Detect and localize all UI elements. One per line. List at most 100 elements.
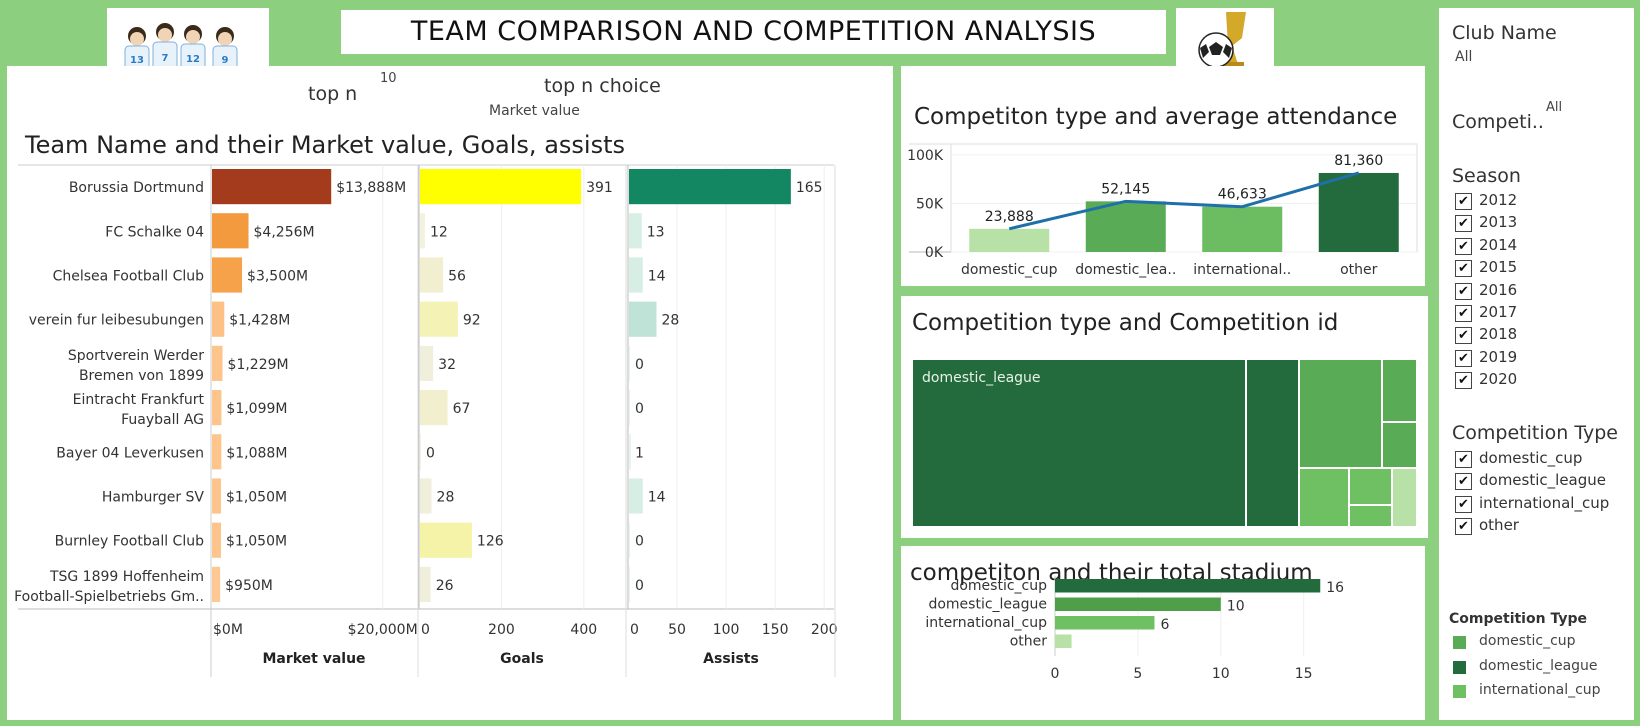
- bar-market-value[interactable]: [212, 257, 243, 293]
- bar-assists[interactable]: [629, 478, 643, 514]
- bar-goals[interactable]: [420, 301, 458, 337]
- bar-market-value[interactable]: [212, 345, 223, 381]
- checkbox[interactable]: ✔: [1455, 327, 1472, 345]
- treemap-cell-other[interactable]: [1393, 469, 1416, 526]
- axis-tick-label: 150: [762, 622, 789, 638]
- team-name-label: TSG 1899 Hoffenheim Football-Spielbetrieb…: [14, 569, 204, 605]
- competition-filter-value[interactable]: All: [1546, 100, 1563, 115]
- bar-market-value[interactable]: [212, 566, 221, 602]
- team-bar-chart: Borussia Dortmund FC Schalke 04 Chelsea Fo…: [14, 164, 838, 677]
- bar-market-value[interactable]: [212, 390, 222, 426]
- treemap-cell-international-cup-1[interactable]: [1300, 469, 1348, 526]
- attendance-bar[interactable]: [1085, 201, 1166, 252]
- team-name-label: verein fur leibesubungen: [29, 313, 204, 329]
- y-tick-label: 0K: [925, 245, 944, 261]
- y-category-label: domestic_cup: [950, 578, 1047, 594]
- bar-goals[interactable]: [420, 213, 425, 249]
- stadium-bar[interactable]: [1055, 597, 1221, 612]
- top-n-value[interactable]: 10: [380, 71, 397, 86]
- attendance-bar[interactable]: [969, 228, 1050, 252]
- y-category-label: domestic_league: [928, 597, 1047, 613]
- checkbox[interactable]: ✔: [1455, 305, 1472, 322]
- bar-goals[interactable]: [420, 345, 434, 381]
- y-tick-label: 100K: [907, 148, 944, 164]
- club-name-filter-value[interactable]: All: [1455, 49, 1473, 65]
- checkbox[interactable]: ✔: [1455, 193, 1472, 210]
- bar-goals[interactable]: [420, 434, 421, 470]
- treemap-cell-international-cup-3[interactable]: [1350, 506, 1391, 526]
- treemap-cell-domestic-cup-1[interactable]: [1300, 360, 1381, 467]
- data-label: 10: [1227, 599, 1245, 615]
- data-label: 92: [463, 313, 481, 329]
- data-label: $1,428M: [229, 313, 290, 329]
- checkbox-label: 2015: [1479, 258, 1518, 277]
- checkbox-label: international_cup: [1479, 493, 1610, 512]
- checkbox[interactable]: ✔: [1455, 451, 1472, 468]
- attendance-line[interactable]: [1008, 171, 1360, 231]
- checkbox-label: other: [1479, 516, 1519, 535]
- bar-assists[interactable]: [629, 213, 642, 249]
- club-name-filter-label: Club Name: [1452, 22, 1557, 44]
- data-label: 56: [448, 269, 466, 285]
- attendance-bar[interactable]: [1202, 206, 1283, 252]
- treemap-cell-domestic-league-2[interactable]: [1247, 360, 1298, 526]
- bar-market-value[interactable]: [212, 522, 222, 558]
- attendance-chart-title: Competiton type and average attendance: [914, 104, 1398, 130]
- bar-assists[interactable]: [629, 257, 643, 293]
- svg-text:7: 7: [162, 53, 169, 64]
- stadium-panel: competiton and their total stadium 0 5 10 1…: [901, 546, 1425, 720]
- bar-market-value[interactable]: [212, 213, 249, 249]
- bar-goals[interactable]: [420, 566, 431, 602]
- data-label: 67: [453, 401, 471, 417]
- legend-label: domestic_league: [1479, 657, 1598, 674]
- bar-goals[interactable]: [420, 522, 472, 558]
- checkbox[interactable]: ✔: [1455, 237, 1472, 255]
- bar-assists[interactable]: [629, 522, 630, 558]
- bar-market-value[interactable]: [212, 434, 222, 470]
- checkbox[interactable]: ✔: [1455, 349, 1472, 367]
- bar-market-value[interactable]: [212, 478, 222, 514]
- bar-market-value[interactable]: [212, 301, 225, 337]
- checkbox[interactable]: ✔: [1455, 282, 1472, 300]
- bar-goals[interactable]: [420, 390, 448, 426]
- data-label: 13: [647, 224, 665, 240]
- data-label: 165: [796, 180, 823, 196]
- checkbox[interactable]: ✔: [1455, 518, 1472, 536]
- axis-tick-label: 200: [488, 622, 515, 638]
- y-category-label: other: [1010, 634, 1048, 650]
- season-filter-label: Season: [1452, 165, 1521, 187]
- data-label: $950M: [225, 578, 273, 594]
- legend-label: domestic_cup: [1479, 633, 1576, 649]
- bar-assists[interactable]: [629, 301, 657, 337]
- treemap-cell-international-cup-2[interactable]: [1350, 469, 1391, 504]
- stadium-bar-chart: 0 5 10 15 domestic_cup 16 domestic_league 10 int…: [925, 576, 1344, 682]
- stadium-bar[interactable]: [1055, 634, 1072, 649]
- data-label: $3,500M: [247, 269, 308, 285]
- treemap-cell-domestic-league-1[interactable]: [913, 360, 1245, 526]
- attendance-bar[interactable]: [1318, 172, 1399, 252]
- checkbox[interactable]: ✔: [1455, 372, 1472, 390]
- stadium-bar[interactable]: [1055, 579, 1321, 593]
- stadium-bar[interactable]: [1055, 616, 1155, 630]
- bar-assists[interactable]: [629, 345, 630, 381]
- bar-assists[interactable]: [629, 434, 631, 470]
- checkbox[interactable]: ✔: [1455, 473, 1472, 491]
- data-label: 0: [635, 534, 644, 550]
- bar-goals[interactable]: [420, 169, 582, 205]
- top-n-choice-value[interactable]: Market value: [489, 103, 580, 119]
- bar-assists[interactable]: [629, 566, 630, 602]
- bar-market-value[interactable]: [212, 169, 332, 205]
- x-tick-label: other: [1340, 262, 1378, 278]
- checkbox[interactable]: ✔: [1455, 495, 1472, 513]
- treemap-cell-domestic-cup-2[interactable]: [1383, 360, 1416, 421]
- treemap-cell-domestic-cup-3[interactable]: [1383, 423, 1416, 467]
- x-tick-label: 5: [1133, 666, 1142, 682]
- bar-goals[interactable]: [420, 257, 444, 293]
- bar-assists[interactable]: [629, 169, 791, 205]
- bar-goals[interactable]: [420, 478, 432, 514]
- data-label: 0: [635, 401, 644, 417]
- bar-assists[interactable]: [629, 390, 630, 426]
- checkbox[interactable]: ✔: [1455, 215, 1472, 233]
- checkbox[interactable]: ✔: [1455, 260, 1472, 278]
- legend-title: Competition Type: [1449, 611, 1587, 627]
